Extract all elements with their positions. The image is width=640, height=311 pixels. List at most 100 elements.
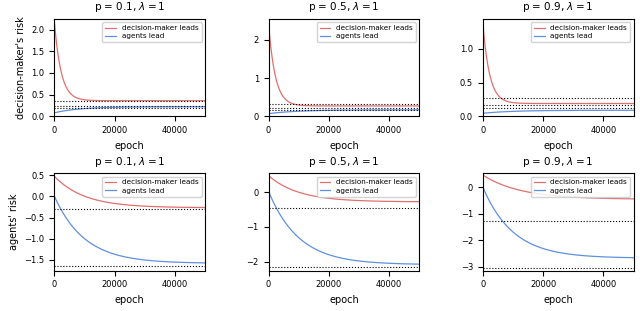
Line: agents lead: agents lead (54, 196, 205, 263)
agents lead (66, 221, 74, 225)
decision-maker leads (479, 173, 486, 177)
agents lead (326, 253, 333, 257)
decision-maker leads (168, 205, 176, 209)
Title: p = 0.1, $\lambda = 1$: p = 0.1, $\lambda = 1$ (94, 0, 166, 14)
agents lead (280, 219, 288, 223)
agents lead (117, 105, 125, 109)
Line: decision-maker leads: decision-maker leads (54, 22, 205, 101)
agents lead (545, 109, 553, 113)
decision-maker leads (494, 181, 502, 185)
agents lead (385, 262, 393, 265)
decision-maker leads (582, 196, 590, 200)
decision-maker leads (66, 91, 74, 95)
decision-maker leads (415, 104, 423, 108)
agents lead (382, 108, 390, 112)
agents lead (599, 255, 607, 259)
decision-maker leads (117, 99, 125, 103)
agents lead (630, 256, 637, 260)
decision-maker leads (630, 102, 637, 105)
agents lead (415, 108, 423, 112)
Legend: decision-maker leads, agents lead: decision-maker leads, agents lead (531, 177, 630, 197)
decision-maker leads (545, 193, 553, 197)
decision-maker leads (382, 199, 390, 203)
X-axis label: epoch: epoch (115, 141, 145, 151)
decision-maker leads (51, 174, 58, 178)
X-axis label: epoch: epoch (543, 141, 573, 151)
decision-maker leads (171, 205, 179, 209)
decision-maker leads (117, 202, 125, 206)
agents lead (202, 105, 209, 109)
Line: decision-maker leads: decision-maker leads (269, 24, 419, 106)
decision-maker leads (596, 196, 604, 200)
Y-axis label: agents' risk: agents' risk (9, 193, 19, 250)
decision-maker leads (280, 96, 288, 100)
decision-maker leads (582, 102, 590, 105)
agents lead (368, 260, 376, 264)
agents lead (479, 185, 486, 189)
decision-maker leads (415, 200, 423, 204)
decision-maker leads (540, 193, 548, 196)
Line: decision-maker leads: decision-maker leads (269, 176, 419, 202)
agents lead (479, 111, 486, 115)
Legend: decision-maker leads, agents lead: decision-maker leads, agents lead (317, 22, 416, 42)
Title: p = 0.1, $\lambda = 1$: p = 0.1, $\lambda = 1$ (94, 155, 166, 169)
agents lead (111, 253, 119, 256)
X-axis label: epoch: epoch (115, 295, 145, 305)
agents lead (582, 109, 590, 112)
agents lead (51, 111, 58, 115)
decision-maker leads (630, 197, 637, 201)
agents lead (168, 260, 176, 264)
decision-maker leads (385, 200, 393, 203)
Line: decision-maker leads: decision-maker leads (483, 175, 634, 199)
X-axis label: epoch: epoch (329, 295, 359, 305)
Legend: decision-maker leads, agents lead: decision-maker leads, agents lead (317, 177, 416, 197)
agents lead (265, 189, 273, 193)
agents lead (596, 109, 604, 112)
agents lead (66, 108, 74, 112)
Y-axis label: decision-maker's risk: decision-maker's risk (16, 16, 26, 119)
agents lead (280, 110, 288, 114)
Legend: decision-maker leads, agents lead: decision-maker leads, agents lead (102, 177, 202, 197)
agents lead (596, 255, 604, 258)
Legend: decision-maker leads, agents lead: decision-maker leads, agents lead (531, 22, 630, 42)
agents lead (368, 108, 376, 112)
agents lead (326, 109, 333, 112)
Line: agents lead: agents lead (483, 187, 634, 258)
X-axis label: epoch: epoch (543, 295, 573, 305)
agents lead (415, 262, 423, 266)
decision-maker leads (385, 104, 393, 108)
decision-maker leads (111, 202, 119, 206)
Line: agents lead: agents lead (483, 110, 634, 113)
Line: agents lead: agents lead (269, 191, 419, 264)
agents lead (331, 255, 339, 258)
decision-maker leads (331, 104, 339, 108)
decision-maker leads (326, 197, 333, 200)
decision-maker leads (66, 187, 74, 191)
decision-maker leads (265, 174, 273, 178)
agents lead (111, 105, 119, 109)
agents lead (331, 108, 339, 112)
agents lead (51, 194, 58, 198)
agents lead (630, 109, 637, 112)
agents lead (265, 112, 273, 115)
agents lead (599, 109, 607, 112)
decision-maker leads (368, 104, 376, 108)
agents lead (168, 105, 176, 109)
Title: p = 0.5, $\lambda = 1$: p = 0.5, $\lambda = 1$ (308, 155, 380, 169)
agents lead (385, 108, 393, 112)
decision-maker leads (154, 99, 162, 103)
agents lead (202, 261, 209, 265)
agents lead (540, 109, 548, 113)
Line: agents lead: agents lead (269, 110, 419, 114)
X-axis label: epoch: epoch (329, 141, 359, 151)
decision-maker leads (51, 20, 58, 24)
Line: decision-maker leads: decision-maker leads (54, 176, 205, 207)
decision-maker leads (596, 102, 604, 105)
decision-maker leads (202, 206, 209, 209)
Title: p = 0.9, $\lambda = 1$: p = 0.9, $\lambda = 1$ (522, 0, 594, 14)
Legend: decision-maker leads, agents lead: decision-maker leads, agents lead (102, 22, 202, 42)
decision-maker leads (479, 20, 486, 24)
Title: p = 0.9, $\lambda = 1$: p = 0.9, $\lambda = 1$ (522, 155, 594, 169)
decision-maker leads (494, 93, 502, 97)
decision-maker leads (599, 197, 607, 200)
